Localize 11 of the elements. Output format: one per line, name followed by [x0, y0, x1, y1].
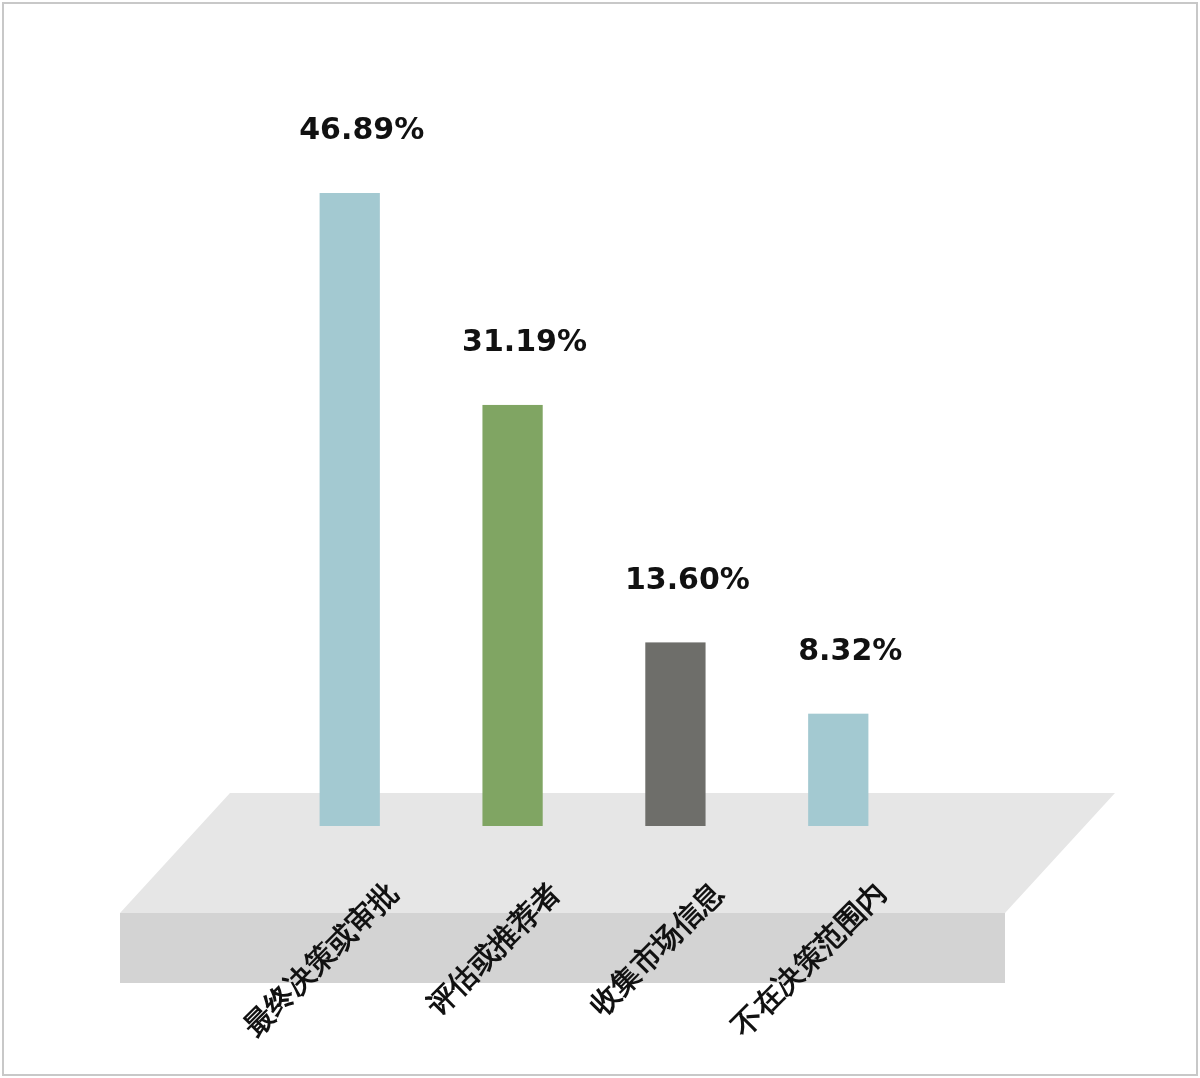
data-label: 31.19% — [462, 323, 588, 359]
data-label: 46.89% — [299, 111, 425, 147]
bar — [808, 713, 869, 826]
x-tick-label: 评估或推荐者 — [419, 875, 567, 1024]
bar — [482, 404, 543, 826]
data-label: 13.60% — [624, 560, 750, 596]
bar — [319, 193, 380, 826]
x-tick-label: 不在决策范围内 — [724, 875, 893, 1044]
data-label: 8.32% — [798, 632, 903, 668]
bar — [645, 642, 706, 826]
x-tick-label: 最终决策或审批 — [235, 875, 405, 1044]
